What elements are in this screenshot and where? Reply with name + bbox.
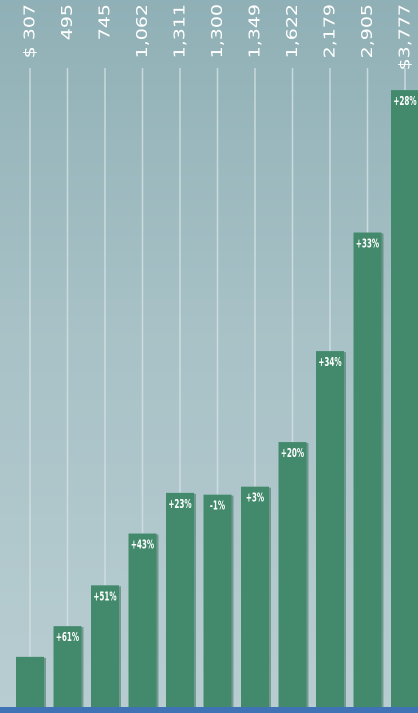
value-label: $3,777 bbox=[396, 4, 413, 70]
bars bbox=[16, 90, 418, 709]
bar bbox=[278, 442, 307, 707]
bar bbox=[316, 351, 344, 707]
bar bbox=[353, 232, 382, 707]
value-label: 1,349 bbox=[246, 4, 263, 58]
value-labels: $ 307 495 745 1,062 1,311 1,300 1,349 1,622 2,17… bbox=[21, 4, 413, 70]
change-label: +23% bbox=[168, 498, 191, 511]
change-label: +34% bbox=[318, 356, 341, 369]
value-label: 1,311 bbox=[171, 4, 188, 58]
change-label: +51% bbox=[93, 591, 116, 604]
bar bbox=[391, 90, 418, 708]
change-label: +28% bbox=[393, 95, 416, 108]
bar bbox=[128, 533, 157, 707]
value-label: 495 bbox=[59, 4, 76, 40]
change-label: -1% bbox=[210, 500, 225, 513]
value-label: 1,062 bbox=[134, 4, 151, 58]
change-label: +3% bbox=[246, 492, 264, 505]
change-labels: +61% +51% +43% +23% -1% +3% +20% +34% +33% +28% bbox=[56, 95, 417, 645]
bar bbox=[16, 656, 44, 707]
change-label: +43% bbox=[131, 539, 154, 552]
baseline bbox=[0, 707, 418, 713]
value-label: 2,179 bbox=[321, 4, 338, 58]
value-label: 1,300 bbox=[209, 4, 226, 58]
change-label: +20% bbox=[281, 447, 304, 460]
bar bbox=[91, 585, 119, 707]
bar bbox=[241, 486, 269, 707]
change-label: +61% bbox=[56, 631, 79, 644]
value-label: 2,905 bbox=[359, 4, 376, 58]
bar bbox=[53, 626, 82, 707]
value-label: 1,622 bbox=[284, 4, 301, 58]
value-label: 745 bbox=[96, 4, 113, 40]
change-label: +33% bbox=[356, 238, 379, 251]
bar bbox=[203, 494, 232, 707]
value-label: $ 307 bbox=[21, 4, 38, 58]
bar bbox=[166, 492, 194, 707]
gridlines bbox=[29, 68, 406, 657]
